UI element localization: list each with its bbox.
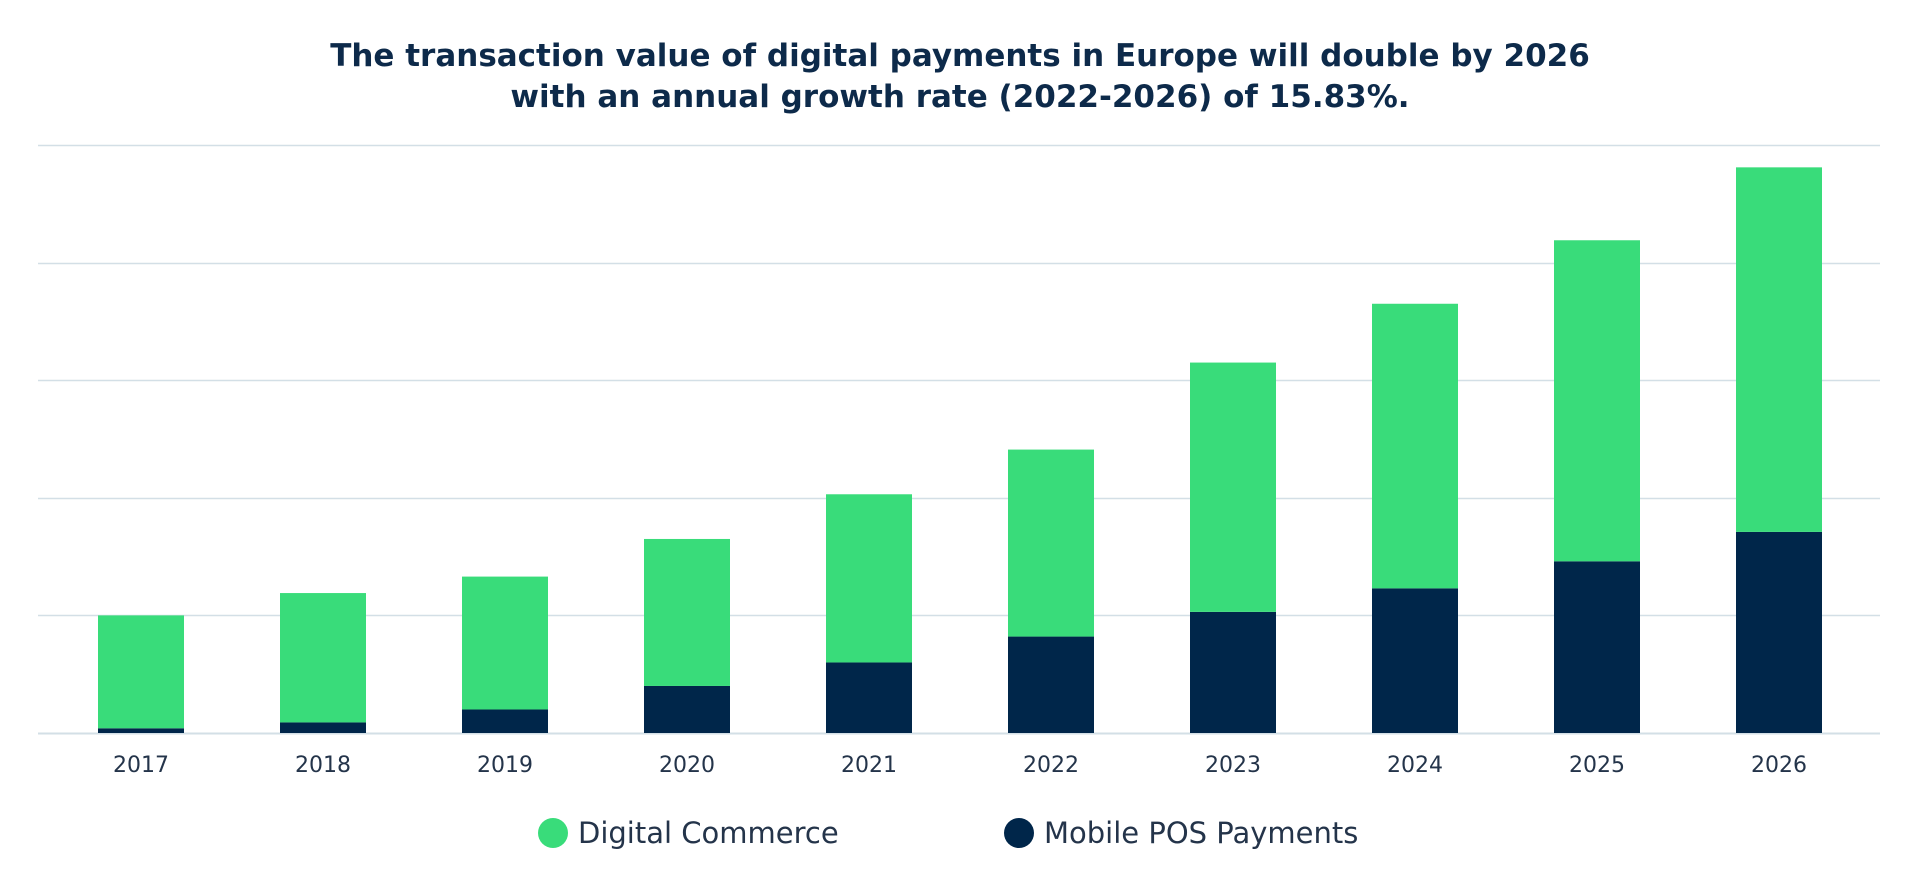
bar-mobile-pos-payments-2023 bbox=[1190, 611, 1276, 733]
x-tick-label-2019: 2019 bbox=[477, 753, 533, 778]
bar-digital-commerce-2017 bbox=[98, 615, 184, 729]
bar-digital-commerce-2018 bbox=[280, 593, 366, 723]
legend-swatch-mobile-pos bbox=[1004, 818, 1034, 848]
legend: Digital Commerce Mobile POS Payments bbox=[0, 813, 1920, 853]
x-tick-label-2026: 2026 bbox=[1751, 753, 1807, 778]
legend-item-digital-commerce: Digital Commerce bbox=[538, 813, 839, 853]
bar-mobile-pos-payments-2019 bbox=[462, 709, 548, 733]
bar-mobile-pos-payments-2017 bbox=[98, 728, 184, 733]
bar-digital-commerce-2024 bbox=[1372, 303, 1458, 589]
legend-label-digital-commerce: Digital Commerce bbox=[578, 816, 839, 850]
x-tick-label-2021: 2021 bbox=[841, 753, 897, 778]
bar-digital-commerce-2019 bbox=[462, 576, 548, 710]
bar-mobile-pos-payments-2020 bbox=[644, 685, 730, 733]
bar-mobile-pos-payments-2026 bbox=[1736, 531, 1822, 733]
bar-digital-commerce-2020 bbox=[644, 538, 730, 686]
bar-mobile-pos-payments-2021 bbox=[826, 662, 912, 733]
bar-digital-commerce-2025 bbox=[1554, 240, 1640, 562]
bar-mobile-pos-payments-2022 bbox=[1008, 636, 1094, 733]
bar-digital-commerce-2026 bbox=[1736, 167, 1822, 532]
chart-title: The transaction value of digital payment… bbox=[0, 36, 1920, 118]
x-tick-label-2020: 2020 bbox=[659, 753, 715, 778]
x-tick-label-2022: 2022 bbox=[1023, 753, 1079, 778]
x-tick-label-2023: 2023 bbox=[1205, 753, 1261, 778]
bar-mobile-pos-payments-2018 bbox=[280, 722, 366, 733]
chart-title-line-2: with an annual growth rate (2022-2026) o… bbox=[510, 79, 1410, 115]
bar-digital-commerce-2021 bbox=[826, 494, 912, 663]
x-axis-tick-labels: 2017 2018 2019 2020 2021 2022 2023 2024 2025 2026 bbox=[113, 753, 1807, 778]
bars bbox=[98, 167, 1822, 733]
bar-digital-commerce-2022 bbox=[1008, 449, 1094, 637]
x-tick-label-2024: 2024 bbox=[1387, 753, 1443, 778]
bar-mobile-pos-payments-2025 bbox=[1554, 561, 1640, 733]
x-tick-label-2025: 2025 bbox=[1569, 753, 1625, 778]
bar-digital-commerce-2023 bbox=[1190, 362, 1276, 612]
chart-title-line-1: The transaction value of digital payment… bbox=[330, 38, 1590, 74]
x-tick-label-2018: 2018 bbox=[295, 753, 351, 778]
legend-swatch-digital-commerce bbox=[538, 818, 568, 848]
bar-mobile-pos-payments-2024 bbox=[1372, 588, 1458, 733]
legend-item-mobile-pos: Mobile POS Payments bbox=[1004, 813, 1358, 853]
x-tick-label-2017: 2017 bbox=[113, 753, 169, 778]
legend-label-mobile-pos: Mobile POS Payments bbox=[1044, 816, 1359, 850]
